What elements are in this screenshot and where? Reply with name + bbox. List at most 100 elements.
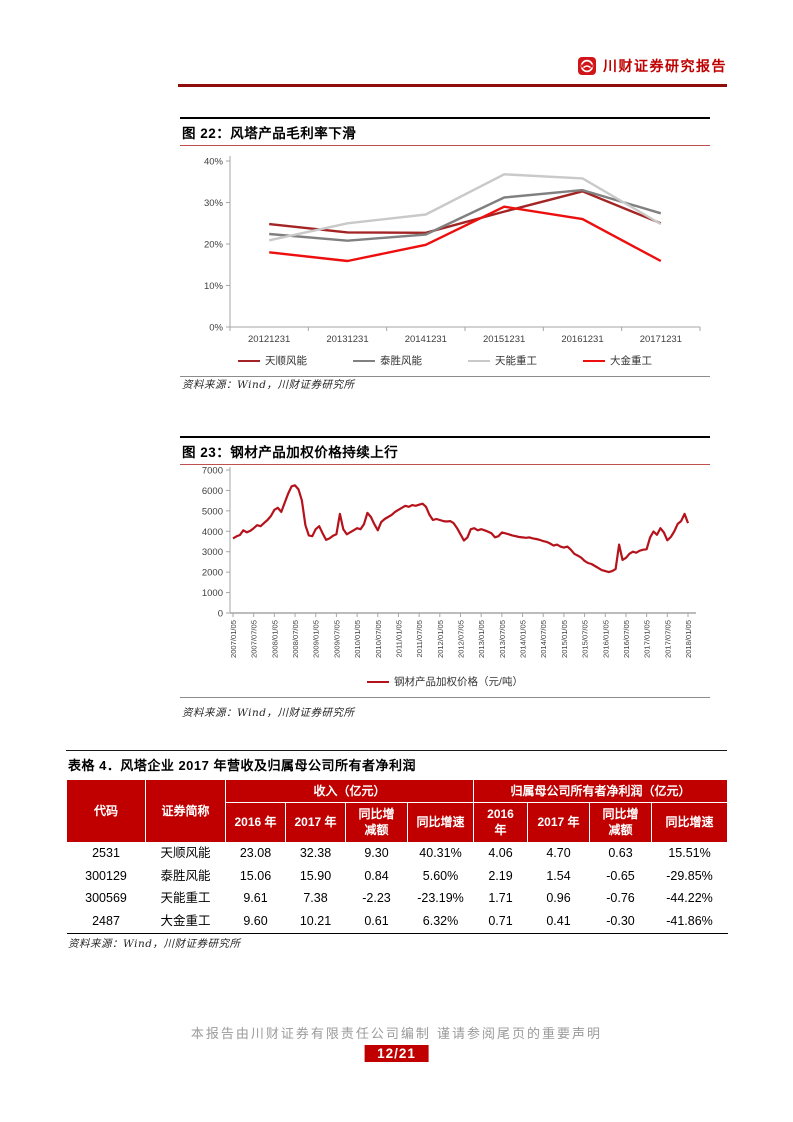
table-cell: 天能重工 bbox=[160, 891, 211, 906]
report-header: 川财证券研究报告 bbox=[578, 56, 727, 76]
legend-swatch bbox=[238, 359, 260, 362]
table-sub-header: 同比增速 bbox=[406, 802, 475, 843]
legend-item: 泰胜风能 bbox=[353, 353, 422, 368]
table-cell: -41.86% bbox=[666, 913, 713, 928]
table-row: 300569 天能重工 9.61 7.38 -2.23 -23.19% 1.71 0.96 -0… bbox=[67, 888, 728, 911]
table-cell: 1.54 bbox=[546, 868, 571, 883]
legend-item: 天顺风能 bbox=[238, 353, 307, 368]
table-cell: 15.90 bbox=[299, 868, 332, 883]
table-cell: 10.21 bbox=[299, 913, 332, 928]
table-cell: 6.32% bbox=[422, 913, 459, 928]
x-tick-label: 2008/07/05 bbox=[291, 620, 300, 658]
x-tick-label: 2010/01/05 bbox=[353, 620, 362, 658]
table-cell: 2.19 bbox=[488, 868, 513, 883]
table-cell: -44.22% bbox=[666, 891, 713, 906]
table-cell: 9.61 bbox=[243, 891, 268, 906]
x-tick-label: 2007/07/05 bbox=[250, 620, 259, 658]
table-cell: 4.70 bbox=[546, 846, 571, 861]
table-cell: 4.06 bbox=[488, 846, 513, 861]
table-cell: 2531 bbox=[92, 846, 120, 861]
y-tick-label: 0% bbox=[209, 323, 223, 334]
table-header-name: 证券简称 bbox=[145, 779, 226, 843]
y-tick-label: 4000 bbox=[202, 527, 223, 538]
series-line bbox=[269, 190, 662, 235]
x-tick-label: 2016/01/05 bbox=[601, 620, 610, 658]
y-tick-label: 5000 bbox=[202, 506, 223, 517]
x-tick-label: 2015/07/05 bbox=[581, 620, 590, 658]
table-cell: 7.38 bbox=[303, 891, 328, 906]
table-cell: 300569 bbox=[85, 891, 127, 906]
y-tick-label: 1000 bbox=[202, 588, 223, 599]
x-tick-label: 2013/01/05 bbox=[477, 620, 486, 658]
figure-23-title: 图 23：钢材产品加权价格持续上行 bbox=[180, 438, 710, 465]
x-tick-label: 2013/07/05 bbox=[498, 620, 507, 658]
price-series-line bbox=[232, 484, 690, 574]
table-cell: -2.23 bbox=[362, 891, 391, 906]
figure-23-source: 资料来源：Wind，川财证券研究所 bbox=[182, 707, 355, 719]
table-cell: 9.60 bbox=[243, 913, 268, 928]
x-tick-label: 2008/01/05 bbox=[270, 620, 279, 658]
table-header-group-profit: 归属母公司所有者净利润（亿元） bbox=[473, 778, 729, 804]
header-rule bbox=[178, 84, 727, 87]
table-cell: 23.08 bbox=[239, 846, 272, 861]
figure-22-chart: 0% 10% 20% 30% 40% 20121231 20131231 20141231 20… bbox=[204, 156, 701, 345]
table-header-group-revenue: 收入（亿元） bbox=[224, 778, 475, 804]
figure-22-block: 图 22：风塔产品毛利率下滑 0% 10% 20% 30% 40% 20121231 201… bbox=[180, 117, 710, 377]
table-cell: 1.71 bbox=[488, 891, 513, 906]
table-caption: 表格 4．风塔企业 2017 年营收及归属母公司所有者净利润 bbox=[66, 750, 727, 779]
table-cell: 9.30 bbox=[364, 846, 389, 861]
table-cell: 2487 bbox=[92, 913, 120, 928]
x-tick-label: 2017/01/05 bbox=[643, 620, 652, 658]
y-tick-label: 3000 bbox=[202, 547, 223, 558]
wind-tower-financials-table: 代码 证券简称 收入（亿元） 归属母公司所有者净利润（亿元） 2016 年 201… bbox=[66, 778, 729, 934]
page-number-badge: 12/21 bbox=[364, 1045, 429, 1062]
brand-title: 川财证券研究报告 bbox=[603, 58, 727, 74]
series-line bbox=[269, 205, 662, 263]
x-tick-label: 2012/07/05 bbox=[457, 620, 466, 658]
table-header-row-sub: 2016 年 2017 年同比增 减额 同比增速 2016 年 2017 年同比增 减额… bbox=[67, 802, 729, 843]
series-line bbox=[269, 188, 662, 242]
table-cell: 32.38 bbox=[299, 846, 332, 861]
x-tick-label: 2011/01/05 bbox=[394, 620, 403, 657]
footer-disclaimer: 本报告由川财证券有限责任公司编制 谨请参阅尾页的重要声明 bbox=[190, 1027, 603, 1042]
y-tick-label: 10% bbox=[204, 281, 224, 292]
legend-swatch bbox=[353, 359, 375, 362]
table-header-code: 代码 bbox=[66, 779, 146, 843]
table-cell: -29.85% bbox=[666, 868, 713, 883]
legend-label: 泰胜风能 bbox=[380, 355, 422, 367]
figure-23-chart: 0 1000 2000 3000 4000 5000 6000 7000 2007/01/05 2… bbox=[202, 466, 696, 658]
legend-swatch bbox=[468, 359, 490, 362]
legend-label: 钢材产品加权价格（元/吨） bbox=[394, 676, 523, 688]
x-tick-label: 2009/01/05 bbox=[312, 620, 321, 658]
y-tick-label: 20% bbox=[204, 240, 224, 251]
legend-label: 大金重工 bbox=[610, 355, 652, 367]
table-cell: 40.31% bbox=[419, 846, 462, 861]
brand-logo-icon bbox=[578, 57, 596, 75]
table-cell: 0.61 bbox=[364, 913, 389, 928]
y-tick-label: 30% bbox=[204, 198, 224, 209]
x-tick-label: 2010/07/05 bbox=[374, 620, 383, 658]
x-tick-label: 2014/07/05 bbox=[539, 620, 548, 658]
table-source: 资料来源：Wind，川财证券研究所 bbox=[68, 938, 241, 950]
table-header-row-groups: 代码 证券简称 收入（亿元） 归属母公司所有者净利润（亿元） bbox=[66, 778, 729, 843]
figure-22-legend: 天顺风能 泰胜风能 天能重工 大金重工 bbox=[180, 352, 710, 376]
table-cell: -0.76 bbox=[606, 891, 635, 906]
legend-swatch bbox=[367, 680, 390, 683]
table-row: 2487 大金重工 9.60 10.21 0.61 6.32% 0.71 0.41 -0.30 -… bbox=[67, 910, 728, 933]
legend-swatch bbox=[583, 359, 605, 362]
y-tick-label: 6000 bbox=[202, 486, 223, 497]
table-cell: 15.51% bbox=[668, 846, 711, 861]
legend-item: 钢材产品加权价格（元/吨） bbox=[367, 674, 523, 689]
x-tick-label: 2017/07/05 bbox=[663, 620, 672, 658]
x-tick-label: 2012/01/05 bbox=[436, 620, 445, 658]
table-row: 2531 天顺风能 23.08 32.38 9.30 40.31% 4.06 4.70 0.63… bbox=[67, 842, 728, 865]
y-tick-label: 0 bbox=[218, 609, 223, 620]
y-tick-label: 2000 bbox=[202, 568, 223, 579]
table-sub-header: 2016 年 bbox=[473, 802, 529, 843]
table-4-block: 表格 4．风塔企业 2017 年营收及归属母公司所有者净利润 代码 证券简称 收… bbox=[66, 750, 729, 934]
y-tick-label: 7000 bbox=[202, 466, 223, 477]
figure-22-title: 图 22：风塔产品毛利率下滑 bbox=[180, 119, 710, 146]
y-tick-label: 40% bbox=[204, 157, 224, 168]
table-cell: 0.41 bbox=[546, 913, 571, 928]
